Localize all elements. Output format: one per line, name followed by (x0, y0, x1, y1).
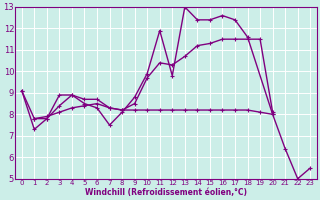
X-axis label: Windchill (Refroidissement éolien,°C): Windchill (Refroidissement éolien,°C) (85, 188, 247, 197)
